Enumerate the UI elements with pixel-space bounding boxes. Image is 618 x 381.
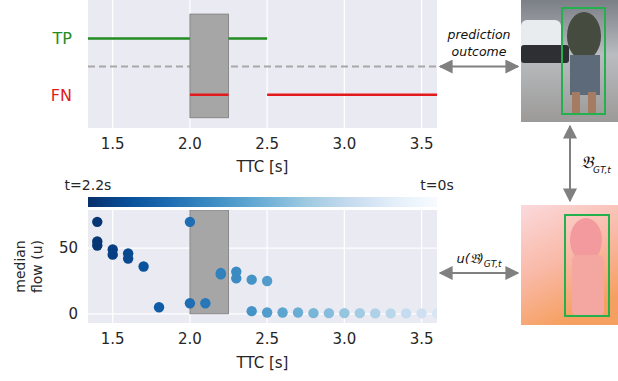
link-arrow [440, 272, 518, 274]
outcome-segment [229, 37, 268, 40]
scatter-point [308, 308, 318, 318]
annotation-line: outcome [452, 44, 507, 59]
scatter-point [262, 307, 272, 317]
scatter-point [154, 302, 164, 312]
annotation-subscript: GT,t [484, 259, 502, 269]
flow-person [572, 255, 604, 317]
grid-line [267, 0, 268, 128]
scatter-point [339, 308, 349, 318]
tick-label: 2.0 [178, 330, 202, 348]
scatter-point [401, 308, 411, 318]
colorbar-label: t=0s [420, 177, 453, 193]
person-shape [570, 55, 600, 95]
link-arrow [440, 66, 518, 68]
tick-label: 1.5 [101, 135, 125, 153]
plot-area [92, 210, 437, 319]
scatter-point [92, 217, 102, 227]
grid-line [112, 210, 113, 323]
person-shape [588, 92, 596, 114]
scatter-point [185, 217, 195, 227]
axis-label: medianflow (u) [12, 240, 45, 293]
category-label: FN [51, 86, 72, 105]
scatter-point [246, 306, 256, 316]
annotation: prediction outcome [447, 27, 511, 59]
grid-line [267, 210, 268, 323]
link-arrow [569, 126, 571, 201]
tick-label: 3.5 [410, 135, 434, 153]
colorbar [88, 197, 437, 207]
category-label: TP [52, 29, 73, 48]
scatter-point [138, 261, 148, 271]
grid-line [344, 0, 345, 128]
annotation: u(𝔅)GT,t [456, 251, 502, 269]
outcome-segment [88, 37, 190, 40]
axis-label-line: flow (u) [29, 240, 45, 293]
outcome-segment [190, 93, 229, 96]
highlight-region [190, 210, 229, 314]
scatter-point [231, 273, 241, 283]
link-label: 𝔅GT,t [581, 152, 611, 175]
colorbar-label: t=2.2s [65, 177, 112, 193]
scatter-point [355, 308, 365, 318]
tick-label: 3.0 [332, 135, 356, 153]
scatter-point [370, 308, 380, 318]
divider [88, 66, 437, 68]
grid-line [88, 248, 437, 249]
camera-image [521, 0, 618, 122]
axis-label: TTC [s] [236, 158, 289, 176]
tick-label: 3.0 [332, 330, 356, 348]
person-shape [567, 12, 601, 60]
scatter-point [324, 308, 334, 318]
tick-label: 2.5 [255, 330, 279, 348]
tick-label: 3.5 [410, 330, 434, 348]
person-shape [572, 92, 580, 114]
scatter-point [246, 274, 256, 284]
scatter-point [385, 308, 395, 318]
grid-line [421, 210, 422, 323]
tick-label: 2.5 [255, 135, 279, 153]
link-label-subscript: GT,t [593, 165, 611, 175]
scatter-point [277, 307, 287, 317]
grid-line [344, 210, 345, 323]
scatter-point [416, 308, 426, 318]
scatter-point [432, 308, 437, 318]
scatter-point [108, 249, 118, 259]
scatter-point [123, 253, 133, 263]
axis-label: TTC [s] [236, 354, 289, 372]
scatter-point [216, 269, 226, 279]
bounding-box [565, 215, 609, 316]
scatter-point [200, 298, 210, 308]
tick-label: 0 [68, 305, 78, 323]
bounding-box [562, 8, 605, 114]
tick-label: 50 [59, 239, 78, 257]
tick-label: 2.0 [178, 135, 202, 153]
grid-line [112, 0, 113, 128]
highlight-region [190, 14, 229, 118]
plot-background [88, 0, 437, 128]
annotation-line: prediction [447, 27, 511, 42]
outcome-segment [267, 93, 437, 96]
axis-label-line: median [12, 240, 28, 292]
scatter-point [293, 307, 303, 317]
scatter-point [92, 240, 102, 250]
scatter-point [185, 298, 195, 308]
flow-image [521, 205, 618, 325]
tick-label: 1.5 [101, 330, 125, 348]
figure: TP FN 1.5 2.0 2.5 3.0 3.5 TTC [s] prediction outc… [0, 0, 618, 381]
plot-background [88, 210, 437, 323]
plot-area [88, 14, 437, 118]
grid-line [421, 0, 422, 128]
scatter-point [262, 276, 272, 286]
